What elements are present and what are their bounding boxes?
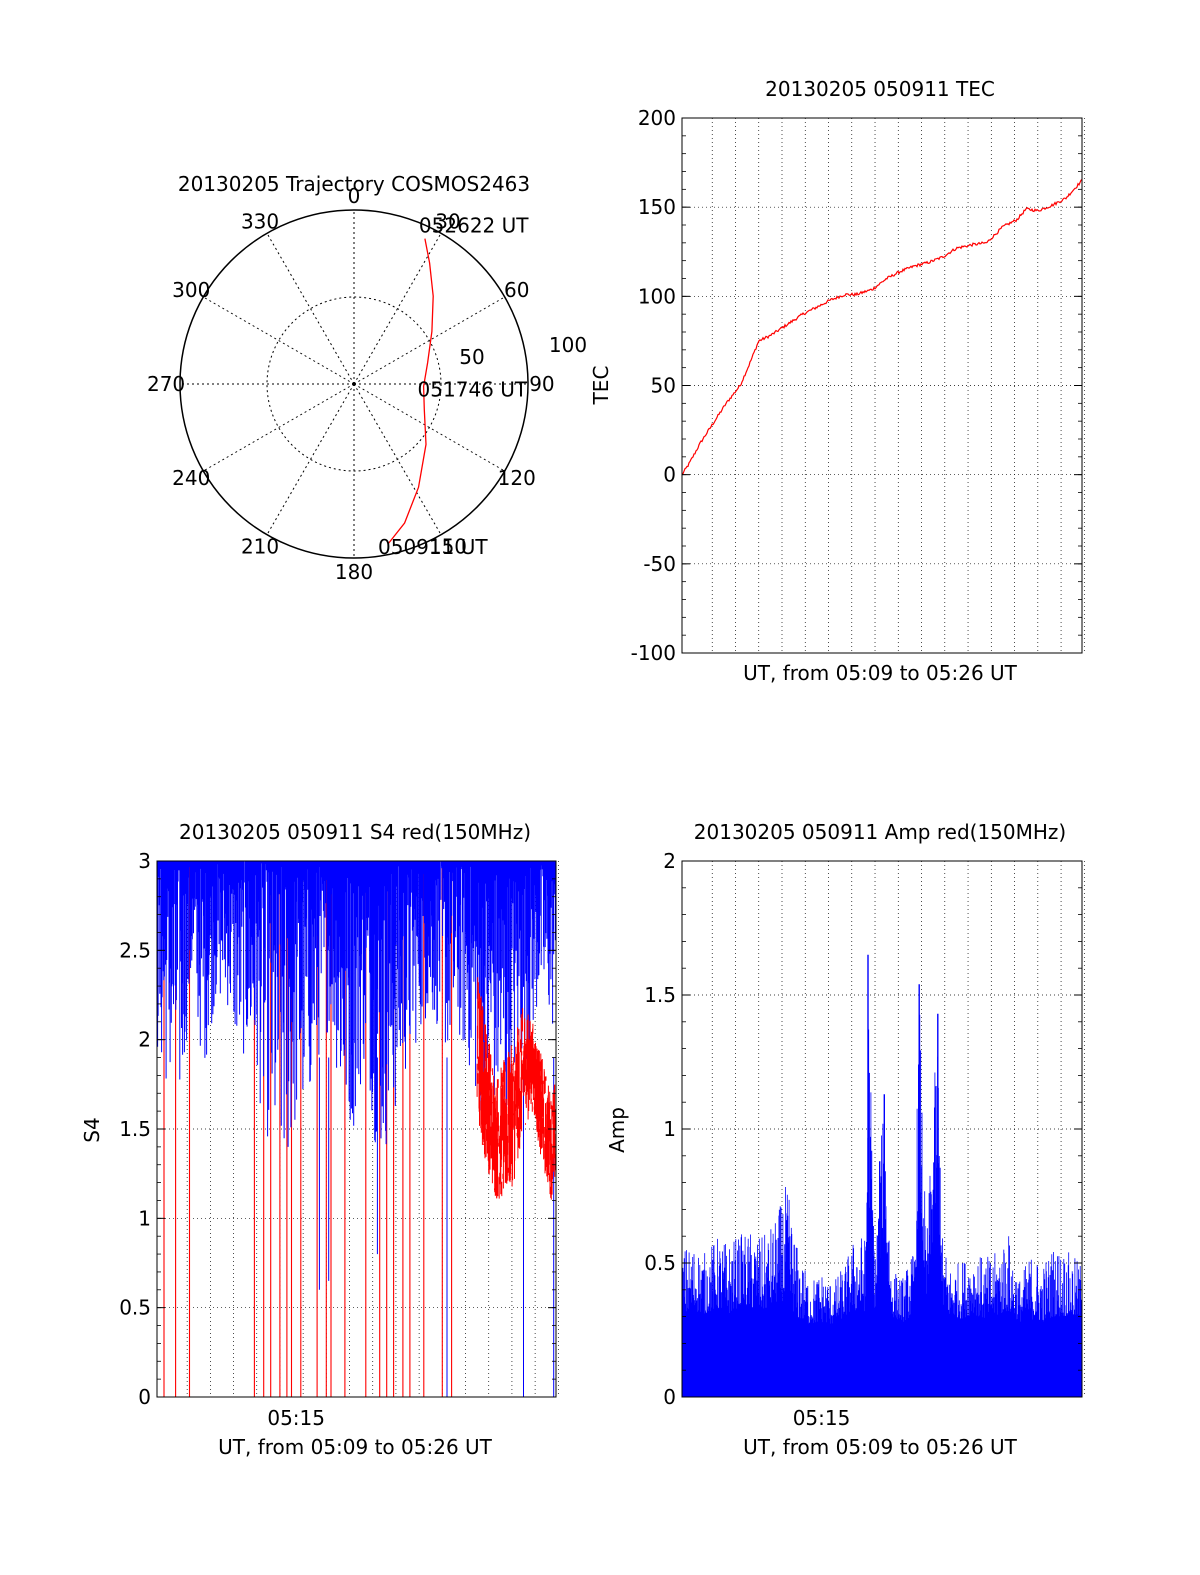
y-tick-label: 0 (138, 1385, 151, 1409)
y-tick-label: 0.5 (119, 1296, 151, 1320)
polar-angle-label-330: 330 (241, 209, 279, 233)
amp-series-peaks (867, 954, 939, 1317)
amp-frame (681, 860, 1083, 1398)
s4-title: 20130205 050911 S4 red(150MHz) (179, 820, 531, 844)
trajectory-panel: 20130205 Trajectory COSMOS2463 0 30 60 90 12… (147, 172, 587, 584)
polar-angle-label-150: 150 (429, 535, 467, 559)
trajectory-title: 20130205 Trajectory COSMOS2463 (178, 172, 530, 196)
polar-spoke-240 (203, 383, 355, 472)
s4-frame (156, 860, 557, 1398)
polar-angle-label-90: 90 (529, 372, 554, 396)
amp-series-spikes (681, 1014, 1083, 1371)
y-tick-label: 0.5 (644, 1251, 676, 1275)
polar-spoke-300 (203, 296, 355, 385)
y-tick-label: -50 (643, 552, 676, 576)
s4-panel: 20130205 050911 S4 red(150MHz) UT, from … (80, 820, 559, 1459)
tec-frame (681, 117, 1083, 654)
polar-spoke-120 (353, 383, 505, 472)
polar-angle-label-0: 0 (348, 184, 361, 208)
y-tick-label: 2.5 (119, 938, 151, 962)
amp-ylabel: Amp (605, 1107, 629, 1153)
y-tick-label: 2 (138, 1028, 151, 1052)
y-tick-label: 0 (663, 463, 676, 487)
y-tick-label: 50 (651, 374, 676, 398)
trajectory-annotation: 051746 UT (418, 377, 528, 401)
polar-angle-label-240: 240 (172, 466, 210, 490)
polar-angle-label-210: 210 (241, 535, 279, 559)
polar-angle-label-270: 270 (147, 372, 185, 396)
tec-ylabel: TEC (589, 366, 613, 406)
tec-title: 20130205 050911 TEC (765, 77, 995, 101)
polar-angle-label-300: 300 (172, 278, 210, 302)
polar-radial-label-50: 50 (459, 345, 484, 369)
tec-series-line (681, 179, 1083, 475)
y-tick-label: 1.5 (119, 1117, 151, 1141)
tec-panel: 20130205 050911 TEC UT, from 05:09 to 05… (589, 77, 1085, 685)
y-tick-label: 100 (638, 284, 676, 308)
trajectory-annotation: 052622 UT (419, 214, 529, 238)
x-tick-label: 05:15 (793, 1406, 851, 1430)
s4-xlabel: UT, from 05:09 to 05:26 UT (218, 1435, 493, 1459)
y-tick-label: 0 (663, 1385, 676, 1409)
polar-radial-label-100: 100 (549, 333, 587, 357)
trajectory-annotation: 050911 UT (378, 535, 488, 559)
amp-title: 20130205 050911 Amp red(150MHz) (694, 820, 1066, 844)
polar-angle-label-120: 120 (498, 466, 536, 490)
y-tick-label: -100 (631, 641, 676, 665)
polar-angle-label-180: 180 (335, 560, 373, 584)
polar-angle-label-60: 60 (504, 278, 529, 302)
polar-outer-circle (179, 209, 529, 559)
polar-spoke-60 (353, 296, 505, 385)
y-tick-label: 1 (663, 1117, 676, 1141)
y-tick-label: 2 (663, 849, 676, 873)
trajectory-line (387, 238, 434, 545)
amp-panel: 20130205 050911 Amp red(150MHz) UT, from… (605, 820, 1085, 1459)
y-tick-label: 1 (138, 1206, 151, 1230)
polar-spoke-330 (266, 233, 355, 385)
x-tick-label: 05:15 (267, 1406, 325, 1430)
y-tick-label: 150 (638, 195, 676, 219)
s4-blue-dropouts (318, 1057, 555, 1397)
s4-ylabel: S4 (80, 1117, 104, 1142)
amp-xlabel: UT, from 05:09 to 05:26 UT (743, 1435, 1018, 1459)
polar-spoke-150 (353, 383, 442, 535)
y-tick-label: 3 (138, 849, 151, 873)
polar-spoke-210 (266, 383, 355, 535)
polar-angle-label-30: 30 (435, 209, 460, 233)
s4-red-series (476, 977, 557, 1200)
y-tick-label: 1.5 (644, 983, 676, 1007)
tec-xlabel: UT, from 05:09 to 05:26 UT (743, 661, 1018, 685)
y-tick-label: 200 (638, 106, 676, 130)
polar-spoke-30 (353, 233, 442, 385)
